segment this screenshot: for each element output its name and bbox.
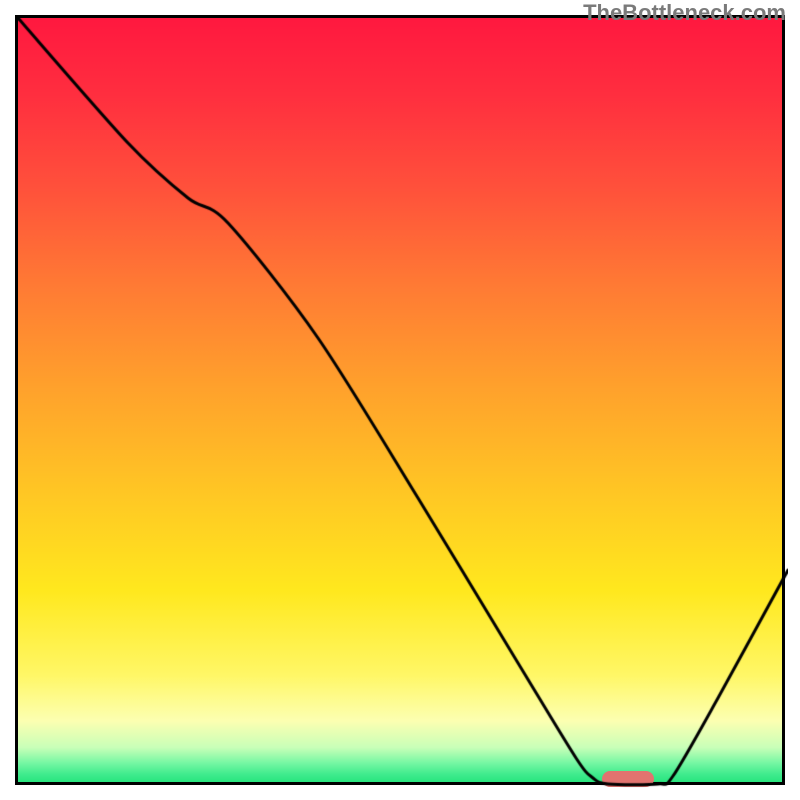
chart-container: TheBottleneck.com (0, 0, 800, 800)
bottleneck-curve (18, 18, 788, 788)
watermark-text: TheBottleneck.com (583, 0, 786, 26)
watermark-label: TheBottleneck.com (583, 0, 786, 25)
chart-plot-area (15, 15, 785, 785)
